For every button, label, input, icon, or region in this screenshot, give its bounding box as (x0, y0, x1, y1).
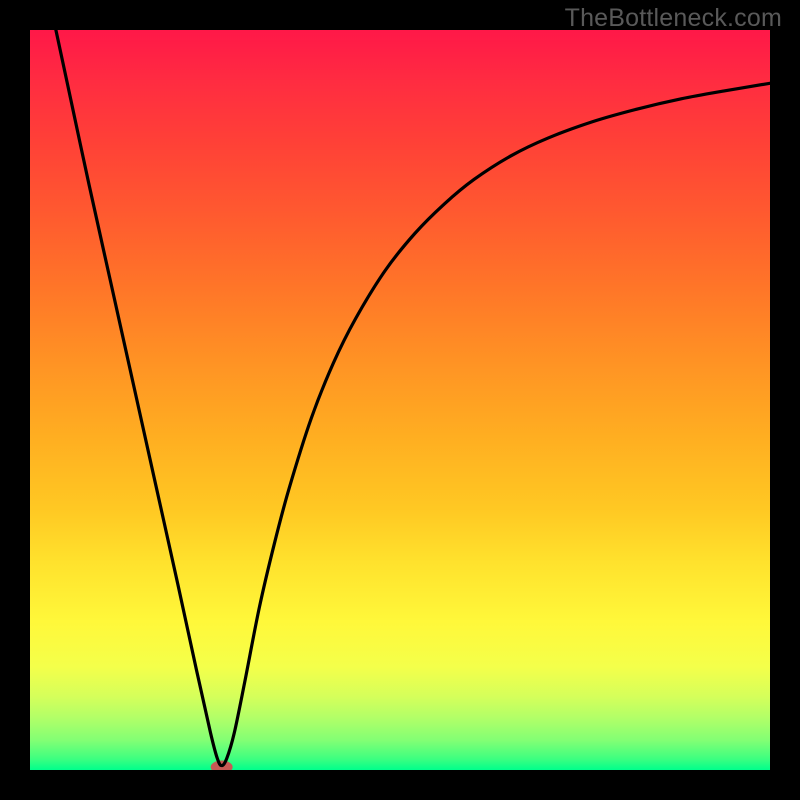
gradient-background (30, 30, 770, 770)
chart-frame: TheBottleneck.com (0, 0, 800, 800)
watermark-label: TheBottleneck.com (565, 4, 782, 33)
bottleneck-chart (0, 0, 800, 800)
